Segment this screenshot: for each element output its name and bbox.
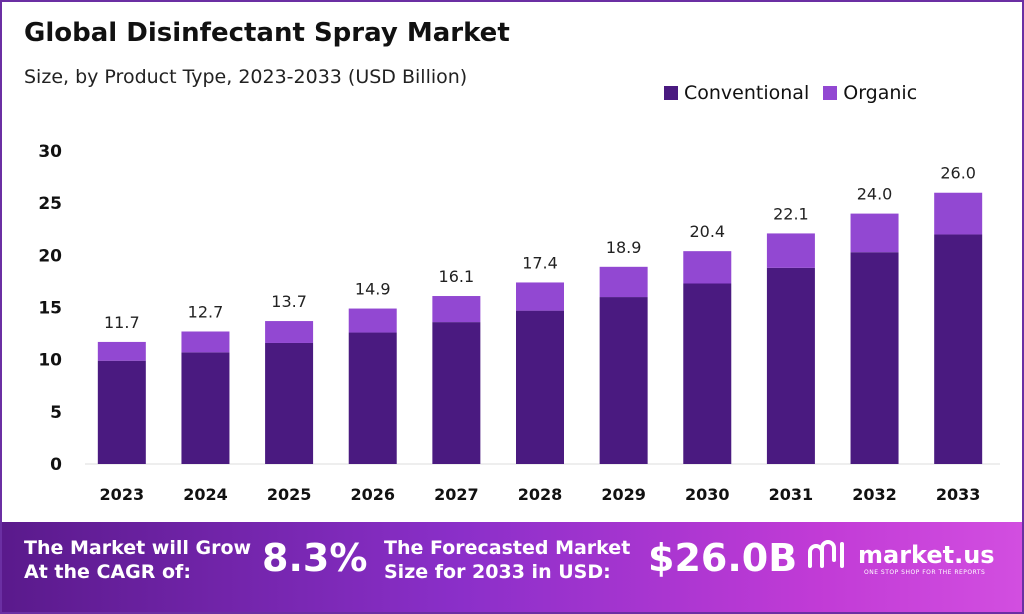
bar-organic-2032 xyxy=(850,213,899,253)
y-tick-label: 5 xyxy=(50,403,62,423)
bar-conventional-2031 xyxy=(766,267,815,464)
bar-total-label: 18.9 xyxy=(606,238,642,257)
cagr-label-line1: The Market will Grow xyxy=(24,537,252,559)
chart-subtitle: Size, by Product Type, 2023-2033 (USD Bi… xyxy=(24,66,468,88)
chart-title: Global Disinfectant Spray Market xyxy=(24,18,510,48)
bar-total-label: 17.4 xyxy=(522,253,558,272)
x-tick-label: 2027 xyxy=(434,485,479,504)
forecast-label-line1: The Forecasted Market xyxy=(384,537,631,559)
y-tick-label: 15 xyxy=(38,299,62,319)
bar-organic-2030 xyxy=(683,251,732,284)
x-tick-label: 2030 xyxy=(685,485,730,504)
y-tick-label: 0 xyxy=(50,455,62,475)
bar-conventional-2023 xyxy=(97,360,146,464)
brand-tagline: ONE STOP SHOP FOR THE REPORTS xyxy=(864,569,986,576)
forecast-label-line2: Size for 2033 in USD: xyxy=(384,561,611,583)
legend-label-organic: Organic xyxy=(843,82,918,104)
brand-name: market.us xyxy=(858,541,995,569)
footer-banner xyxy=(2,522,1022,612)
cagr-label-line2: At the CAGR of: xyxy=(24,561,191,583)
bar-organic-2023 xyxy=(97,341,146,361)
x-tick-label: 2028 xyxy=(518,485,563,504)
cagr-value: 8.3% xyxy=(262,536,368,580)
bar-total-label: 20.4 xyxy=(689,222,725,241)
legend-label-conventional: Conventional xyxy=(684,82,810,104)
market-us-logo-icon xyxy=(808,540,844,568)
y-tick-label: 10 xyxy=(38,351,62,371)
x-tick-label: 2032 xyxy=(852,485,897,504)
chart-legend: Conventional Organic xyxy=(664,82,931,104)
bar-total-label: 11.7 xyxy=(104,313,140,332)
x-tick-label: 2025 xyxy=(267,485,312,504)
bar-organic-2029 xyxy=(599,266,648,298)
bar-total-label: 13.7 xyxy=(271,292,307,311)
x-tick-label: 2029 xyxy=(601,485,646,504)
bar-conventional-2028 xyxy=(516,310,564,464)
bar-conventional-2025 xyxy=(265,342,314,464)
bar-organic-2027 xyxy=(432,296,481,323)
legend-item-organic: Organic xyxy=(823,82,917,104)
bar-total-label: 14.9 xyxy=(355,280,391,299)
bar-total-label: 22.1 xyxy=(773,204,809,223)
bar-conventional-2032 xyxy=(850,252,899,464)
bar-conventional-2033 xyxy=(934,234,983,464)
bar-conventional-2029 xyxy=(599,297,648,464)
bar-conventional-2024 xyxy=(181,352,230,464)
bar-organic-2033 xyxy=(934,192,983,235)
bar-organic-2026 xyxy=(348,308,397,333)
y-tick-label: 20 xyxy=(38,246,62,266)
forecast-value: $26.0B xyxy=(648,536,798,580)
bar-total-label: 16.1 xyxy=(439,267,475,286)
bar-conventional-2026 xyxy=(348,332,397,464)
bar-organic-2031 xyxy=(766,233,815,268)
x-tick-label: 2023 xyxy=(100,485,145,504)
x-tick-label: 2033 xyxy=(936,485,981,504)
bar-chart: 05101520253011.7202312.7202413.7202514.9… xyxy=(38,142,1000,504)
bar-total-label: 12.7 xyxy=(188,302,224,321)
bar-organic-2024 xyxy=(181,331,230,353)
bar-conventional-2030 xyxy=(683,283,732,464)
x-tick-label: 2024 xyxy=(183,485,228,504)
legend-swatch-conventional xyxy=(664,86,678,100)
legend-swatch-organic xyxy=(823,86,838,100)
y-tick-label: 25 xyxy=(38,194,62,214)
bar-total-label: 26.0 xyxy=(940,164,976,183)
bar-organic-2028 xyxy=(516,282,564,311)
brand-logo: market.us xyxy=(806,540,995,570)
y-tick-label: 30 xyxy=(38,142,62,162)
bar-organic-2025 xyxy=(265,321,314,343)
legend-item-conventional: Conventional xyxy=(664,82,809,104)
x-tick-label: 2026 xyxy=(350,485,395,504)
bar-total-label: 24.0 xyxy=(857,185,893,204)
bar-conventional-2027 xyxy=(432,322,481,464)
x-tick-label: 2031 xyxy=(769,485,814,504)
